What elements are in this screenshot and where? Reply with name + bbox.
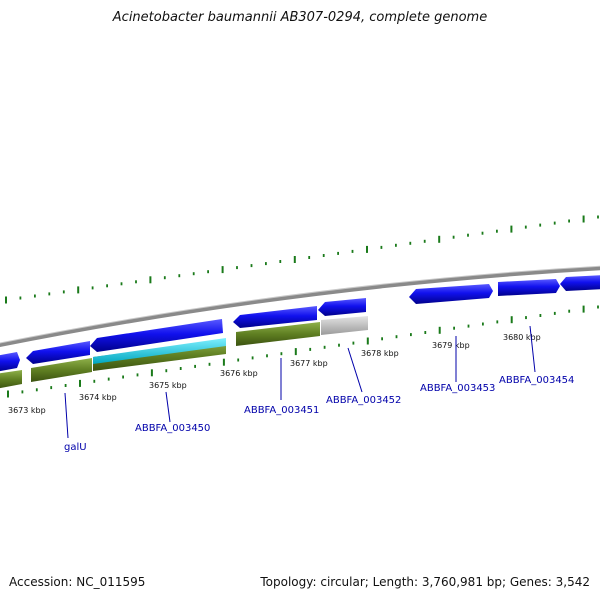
gene-label[interactable]: ABBFA_003451 — [244, 405, 319, 416]
gene-feature[interactable] — [560, 275, 600, 291]
gene-feature[interactable] — [90, 319, 223, 352]
gene-feature[interactable] — [498, 279, 560, 296]
gene-feature[interactable] — [0, 370, 22, 389]
gene-labels: galU ABBFA_003450 ABBFA_003451 ABBFA_003… — [64, 375, 574, 453]
gene-label[interactable]: ABBFA_003452 — [326, 395, 401, 406]
genome-summary-text: Topology: circular; Length: 3,760,981 bp… — [260, 575, 590, 589]
rna-feature[interactable] — [93, 338, 226, 364]
gene-feature[interactable] — [236, 322, 320, 346]
label-connectors — [64, 325, 536, 439]
scale-labels: 3673 kbp 3674 kbp 3675 kbp 3676 kbp 3677… — [8, 333, 541, 415]
inner-tick-ring — [7, 305, 599, 398]
gene-feature[interactable] — [0, 352, 20, 372]
gene-feature[interactable] — [31, 358, 92, 382]
forward-strand-track — [0, 275, 600, 372]
accession-text: Accession: NC_011595 — [9, 575, 146, 589]
scale-label: 3675 kbp — [149, 381, 187, 390]
scale-label: 3677 kbp — [290, 359, 328, 368]
gene-label[interactable]: ABBFA_003450 — [135, 423, 210, 434]
map-title: Acinetobacter baumannii AB307-0294, comp… — [112, 10, 488, 25]
scale-label: 3680 kbp — [503, 333, 541, 342]
scale-label: 3676 kbp — [220, 369, 258, 378]
gene-label[interactable]: ABBFA_003453 — [420, 383, 495, 394]
outer-tick-ring — [5, 215, 599, 304]
gene-feature[interactable] — [26, 341, 90, 364]
gene-feature[interactable] — [409, 284, 493, 304]
gene-feature[interactable] — [318, 298, 366, 316]
reverse-strand-track — [0, 316, 368, 389]
scale-label: 3673 kbp — [8, 406, 46, 415]
gene-feature[interactable] — [233, 306, 317, 328]
scale-label: 3679 kbp — [432, 341, 470, 350]
sequence-backbone-highlight — [0, 265, 600, 344]
gene-label[interactable]: galU — [64, 442, 87, 453]
gene-feature[interactable] — [321, 316, 368, 335]
scale-label: 3678 kbp — [361, 349, 399, 358]
scale-label: 3674 kbp — [79, 393, 117, 402]
gene-label[interactable]: ABBFA_003454 — [499, 375, 574, 386]
sequence-backbone — [0, 266, 600, 348]
